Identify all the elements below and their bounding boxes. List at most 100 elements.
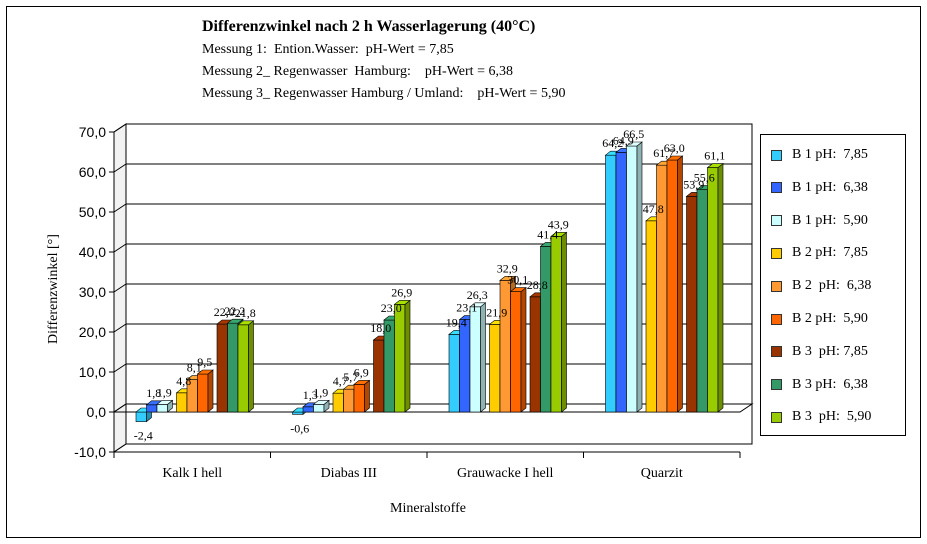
data-label: 4,8 <box>176 374 191 388</box>
subtitle-line-2: Messung 2_ Regenwasser Hamburg: pH-Wert … <box>202 64 513 79</box>
bar <box>696 189 708 413</box>
bar <box>605 154 617 413</box>
legend-swatch <box>771 215 782 227</box>
gridline-depth <box>113 363 127 373</box>
bar <box>394 304 406 413</box>
data-label: 41,4 <box>537 227 558 241</box>
legend-item: B 2 pH: 5,90 <box>771 309 868 329</box>
bar <box>626 145 638 413</box>
data-label: 66,5 <box>623 127 644 141</box>
gridline-depth <box>113 123 127 133</box>
legend-item: B 3 pH: 5,90 <box>771 407 871 427</box>
y-axis-title: Differenzwinkel [°] <box>46 234 61 344</box>
bar-top <box>312 400 330 405</box>
bar <box>197 373 209 413</box>
data-label: 8,1 <box>187 361 202 375</box>
legend-item: B 3 pH: 6,38 <box>771 375 868 395</box>
bar <box>540 246 552 413</box>
bar-top <box>196 369 214 375</box>
bar <box>353 384 365 413</box>
bar-top <box>353 380 371 385</box>
data-label: 23,0 <box>381 301 402 315</box>
bar-side <box>364 379 370 413</box>
bar <box>227 322 239 413</box>
data-label: 1,9 <box>313 385 328 399</box>
bar-side <box>677 155 683 413</box>
data-label: 6,9 <box>354 365 369 379</box>
bar-side <box>520 286 527 413</box>
y-axis-ticks: -10,0 0,0 10,0 20,0 30,0 40,0 50,0 60,0 70,0 <box>74 124 114 460</box>
y-tick-label: 10,0 <box>79 364 106 380</box>
gridline-depth <box>113 283 127 293</box>
bar <box>343 388 355 413</box>
bar <box>156 404 168 413</box>
legend-swatch <box>771 346 782 358</box>
legend-label: B 3 pH: 6,38 <box>792 376 868 392</box>
data-label: 26,9 <box>391 285 412 299</box>
gridline-depth <box>113 243 127 253</box>
legend-item: B 3 pH: 7,85 <box>771 342 868 362</box>
data-label: 63,0 <box>664 141 685 155</box>
y-tick-label: -10,0 <box>74 444 106 460</box>
legend-swatch <box>771 313 782 325</box>
bar-side <box>636 141 643 413</box>
chart-title: Differenzwinkel nach 2 h Wasserlagerung … <box>202 18 536 35</box>
bars <box>135 141 724 423</box>
data-label: 22,0 <box>214 305 235 319</box>
x-axis-title: Mineralstoffe <box>390 501 466 516</box>
bar <box>499 280 511 413</box>
legend-item: B 1 pH: 5,90 <box>771 211 868 231</box>
bar-side <box>404 299 411 413</box>
bar <box>510 291 522 413</box>
bar <box>615 152 627 413</box>
data-label: 53,9 <box>683 177 704 191</box>
x-axis: Kalk I hell Diabas III Grauwacke I hell Qua… <box>113 451 741 481</box>
subtitle-line-3: Messung 3_ Regenwasser Hamburg / Umland:… <box>202 86 566 101</box>
legend-swatch <box>771 280 782 292</box>
x-tick-label: Kalk I hell <box>162 466 222 481</box>
y-tick-label: 20,0 <box>79 324 106 340</box>
bar <box>645 220 657 413</box>
data-label: 28,8 <box>527 278 548 292</box>
data-label: 22,2 <box>224 304 245 318</box>
bar-top <box>706 163 724 168</box>
legend-item: B 2 pH: 7,85 <box>771 243 868 263</box>
legend-swatch <box>771 379 782 391</box>
y-tick-label: 60,0 <box>79 164 106 180</box>
bar-side <box>480 302 486 413</box>
data-label: 55,6 <box>694 171 715 185</box>
bar <box>686 196 698 413</box>
legend-swatch <box>771 411 782 423</box>
data-label: 64,9 <box>613 133 634 147</box>
data-label: 21,9 <box>486 305 507 319</box>
legend-label: B 3 pH: 7,85 <box>792 343 868 359</box>
data-label: 1,9 <box>157 385 172 399</box>
bar-top <box>550 232 568 237</box>
data-label: 61,7 <box>653 146 674 160</box>
bar <box>216 323 228 413</box>
bar-top <box>156 400 174 405</box>
x-tick-label: Quarzit <box>641 466 683 481</box>
legend-label: B 1 pH: 7,85 <box>792 147 868 162</box>
data-label: 5,7 <box>343 370 358 384</box>
bar-side <box>561 231 567 413</box>
bar <box>707 167 719 413</box>
data-label: 43,9 <box>548 217 569 231</box>
legend-item: B 2 pH: 6,38 <box>771 276 871 296</box>
data-label: 4,7 <box>333 374 348 388</box>
x-tick-label: Diabas III <box>321 466 378 481</box>
gridline-depth <box>113 163 127 173</box>
bar <box>135 411 147 422</box>
data-label: 32,9 <box>497 261 518 275</box>
bar <box>373 339 385 413</box>
data-label: -0,6 <box>290 421 309 435</box>
y-tick-label: 0,0 <box>87 404 107 420</box>
y-tick-label: 40,0 <box>79 244 106 260</box>
data-labels: -2,41,81,94,88,19,522,022,221,8-0,61,31,… <box>134 127 726 443</box>
legend-swatch <box>771 149 782 161</box>
data-label: 1,8 <box>146 386 161 400</box>
data-label: 18,0 <box>370 321 391 335</box>
data-label: 30,1 <box>507 273 528 287</box>
data-label: 47,8 <box>643 202 664 216</box>
legend-label: B 1 pH: 6,38 <box>792 179 868 195</box>
